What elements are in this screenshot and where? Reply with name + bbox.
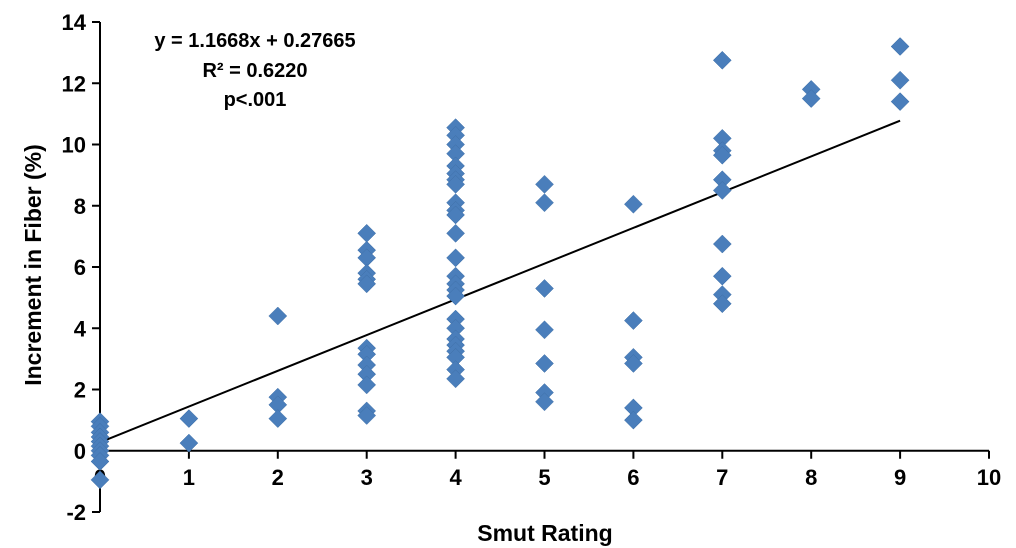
- y-tick-label: 4: [74, 316, 87, 341]
- plot-area: -202468101214012345678910: [62, 10, 1002, 525]
- data-point: [535, 320, 554, 340]
- data-point: [446, 286, 465, 306]
- data-point: [90, 452, 110, 471]
- data-point: [712, 266, 732, 286]
- data-point: [535, 354, 554, 373]
- data-point: [712, 234, 732, 254]
- x-tick-label: 4: [449, 465, 462, 490]
- data-point: [890, 37, 910, 56]
- data-point: [357, 375, 377, 395]
- x-tick-label: 5: [538, 465, 550, 490]
- r-squared-label: R² = 0.6220: [202, 60, 307, 82]
- x-tick-label: 6: [627, 465, 639, 490]
- x-tick-label: 9: [894, 465, 906, 490]
- x-tick-label: 3: [361, 465, 373, 490]
- data-point: [712, 145, 732, 165]
- x-tick-label: 8: [805, 465, 817, 490]
- x-tick-label: 2: [272, 465, 284, 490]
- trendline: [99, 119, 901, 444]
- data-point: [446, 205, 465, 225]
- data-point: [357, 274, 377, 294]
- data-point: [624, 311, 643, 330]
- data-point: [712, 50, 732, 70]
- data-point: [890, 70, 910, 90]
- y-tick-label: -2: [66, 500, 86, 525]
- y-tick-label: 8: [74, 194, 86, 219]
- data-point: [446, 248, 465, 268]
- data-point: [624, 410, 643, 430]
- y-axis-title: Increment in Fiber (%): [20, 144, 46, 386]
- data-point: [446, 223, 465, 243]
- data-point: [357, 406, 377, 425]
- data-point: [446, 369, 465, 389]
- data-point: [90, 470, 110, 490]
- x-axis-title: Smut Rating: [477, 520, 612, 546]
- x-tick-label: 7: [716, 465, 728, 490]
- x-tick-label: 1: [183, 465, 195, 490]
- y-tick-label: 10: [62, 133, 86, 158]
- data-point: [535, 193, 554, 213]
- data-point: [801, 89, 821, 108]
- y-tick-label: 6: [74, 255, 86, 280]
- data-point: [890, 92, 910, 111]
- trendline-equation: y = 1.1668x + 0.27665: [154, 30, 355, 52]
- data-point: [535, 392, 554, 412]
- y-tick-label: 0: [74, 439, 86, 464]
- p-value-label: p<.001: [224, 89, 287, 111]
- data-point: [624, 354, 643, 373]
- data-point: [712, 181, 732, 200]
- data-point: [268, 409, 288, 428]
- data-point: [446, 174, 465, 194]
- y-tick-label: 14: [62, 10, 87, 35]
- data-point: [535, 174, 554, 194]
- data-point: [535, 279, 554, 298]
- y-tick-label: 12: [62, 71, 86, 96]
- y-tick-label: 2: [74, 378, 86, 403]
- x-tick-label: 10: [977, 465, 1001, 490]
- data-point: [179, 409, 199, 428]
- data-point: [357, 223, 377, 243]
- data-point: [179, 433, 199, 453]
- data-point: [624, 194, 643, 214]
- data-point: [712, 294, 732, 314]
- data-point: [268, 306, 288, 326]
